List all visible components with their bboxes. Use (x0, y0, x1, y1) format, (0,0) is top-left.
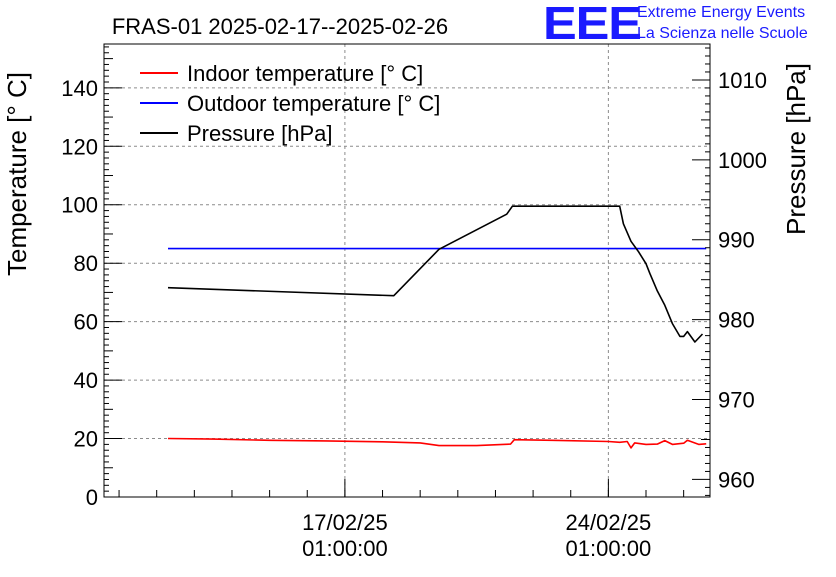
logo-line-1: Extreme Energy Events (637, 4, 806, 21)
y2-tick-label: 990 (718, 228, 755, 253)
eee-logo-mark: EEE (543, 0, 642, 49)
y2-tick-label: 1000 (718, 148, 767, 173)
y2-tick-label: 970 (718, 388, 755, 413)
y-tick-label: 40 (74, 368, 98, 393)
legend-label-1: Outdoor temperature [° C] (187, 91, 440, 116)
chart-title: FRAS-01 2025-02-17--2025-02-26 (112, 14, 448, 39)
y2-tick-label: 980 (718, 308, 755, 333)
y-tick-label: 80 (74, 251, 98, 276)
series-lines (167, 205, 707, 449)
y-tick-label: 20 (74, 427, 98, 452)
x-tick-label-time: 01:00:00 (302, 536, 388, 561)
plot-frame (103, 43, 711, 498)
series-line-2 (167, 205, 704, 343)
y-tick-label: 60 (74, 310, 98, 335)
x-tick-label-date: 17/02/25 (302, 510, 388, 535)
y-tick-label: 0 (86, 485, 98, 510)
legend: Indoor temperature [° C] Outdoor temperat… (140, 61, 440, 146)
y-tick-label: 120 (61, 134, 98, 159)
series-line-0 (167, 437, 707, 449)
y2-axis-label: Pressure [hPa] (781, 63, 811, 235)
y-tick-label: 100 (61, 193, 98, 218)
y-tick-label: 140 (61, 76, 98, 101)
y2-tick-label: 960 (718, 467, 755, 492)
x-tick-label-time: 01:00:00 (566, 536, 652, 561)
legend-label-2: Pressure [hPa] (187, 121, 333, 146)
legend-label-0: Indoor temperature [° C] (187, 61, 423, 86)
y-axis-label: Temperature [° C] (2, 72, 32, 276)
x-tick-label-date: 24/02/25 (566, 510, 652, 535)
logo-line-2: La Scienza nelle Scuole (637, 25, 808, 42)
y2-tick-label: 1010 (718, 68, 767, 93)
axes: 0 20 40 60 80 100 120 140 960 970 980 990 1000 1010 17… (61, 46, 767, 561)
grid (104, 44, 710, 497)
